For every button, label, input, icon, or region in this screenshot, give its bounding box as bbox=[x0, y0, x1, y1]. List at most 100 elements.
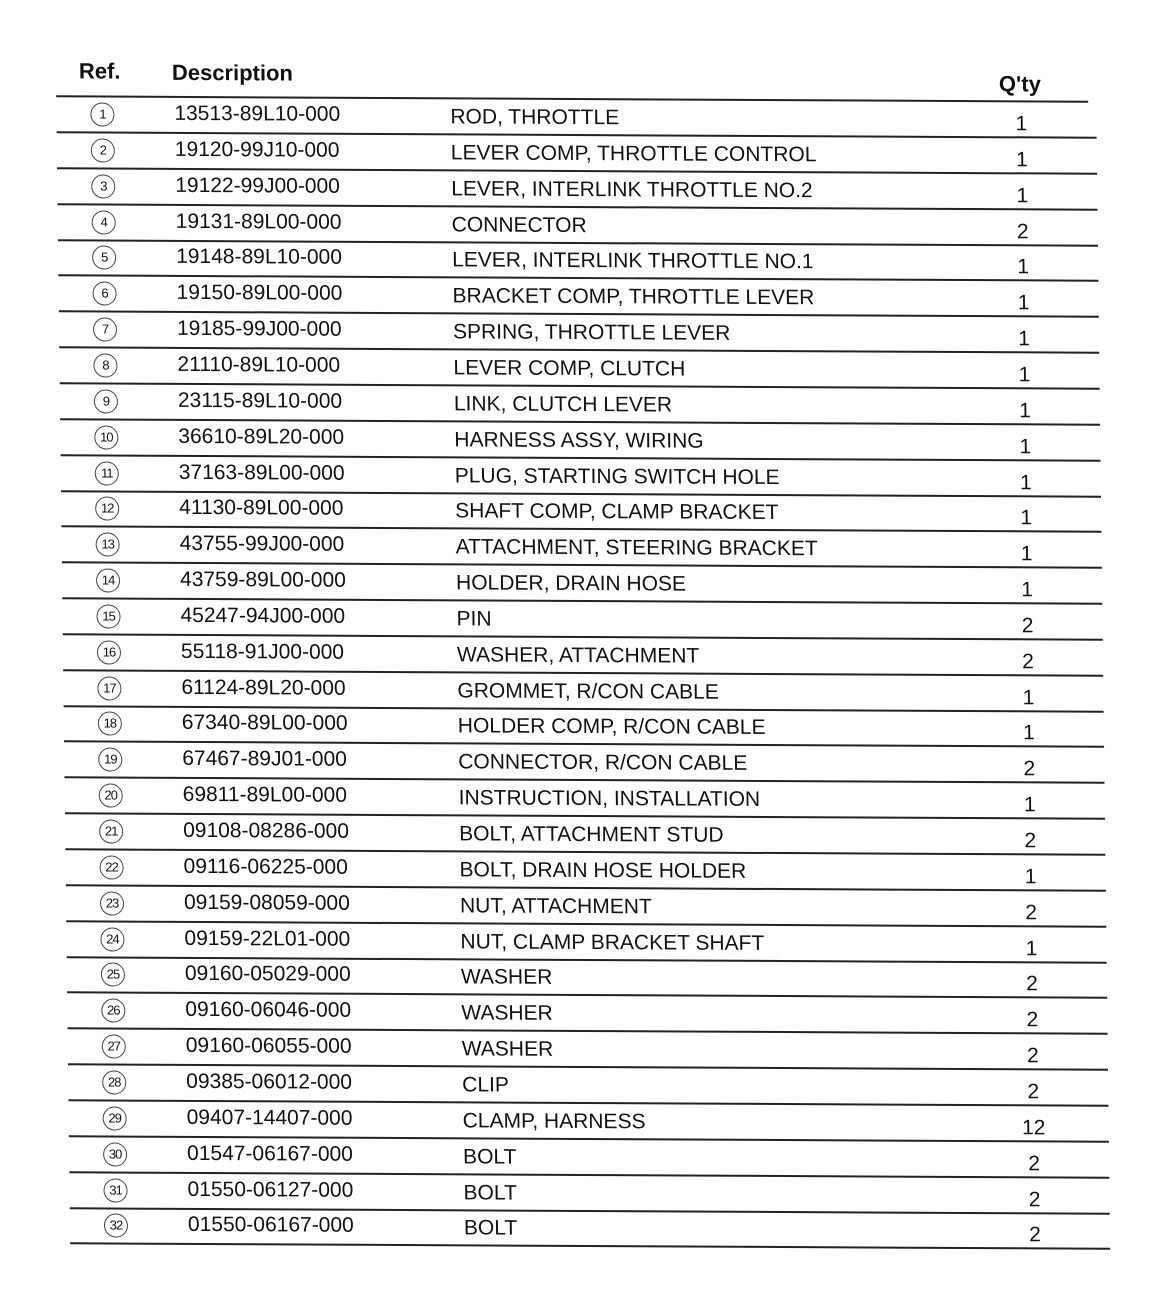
quantity: 1 bbox=[1022, 685, 1035, 709]
ref-number: 18 bbox=[97, 711, 122, 737]
ref-number: 10 bbox=[94, 425, 119, 450]
ref-number: 3 bbox=[91, 174, 116, 199]
table-row: 16 55118-91J00-000 WASHER, ATTACHMENT 2 bbox=[63, 635, 1104, 677]
table-row: 23 09159-08059-000 NUT, ATTACHMENT 2 bbox=[66, 886, 1107, 928]
part-number: 69811-89L00-000 bbox=[182, 783, 348, 807]
part-description: LEVER COMP, CLUTCH bbox=[453, 356, 686, 381]
part-number: 41130-89L00-000 bbox=[179, 496, 344, 521]
quantity: 1 bbox=[1015, 112, 1028, 136]
ref-number: 19 bbox=[98, 747, 123, 772]
part-number: 09108-08286-000 bbox=[182, 818, 350, 843]
ref-number: 32 bbox=[103, 1213, 129, 1238]
quantity: 1 bbox=[1020, 542, 1033, 566]
part-number: 09385-06012-000 bbox=[186, 1069, 353, 1094]
quantity: 2 bbox=[1025, 900, 1038, 925]
part-description: CONNECTOR bbox=[451, 212, 587, 237]
table-row: 27 09160-06055-000 WASHER 2 bbox=[67, 1029, 1109, 1071]
quantity: 2 bbox=[1028, 1187, 1041, 1211]
part-description: HOLDER COMP, R/CON CABLE bbox=[457, 714, 766, 740]
table-row: 7 19185-99J00-000 SPRING, THROTTLE LEVER 1 bbox=[59, 312, 1100, 354]
quantity: 1 bbox=[1018, 363, 1031, 387]
table-row: 1 13513-89L10-000 ROD, THROTTLE 1 bbox=[56, 97, 1097, 139]
part-description: BOLT bbox=[463, 1216, 518, 1240]
quantity: 1 bbox=[1018, 327, 1031, 351]
part-number: 45247-94J00-000 bbox=[180, 603, 346, 628]
part-description: PLUG, STARTING SWITCH HOLE bbox=[454, 463, 780, 489]
table-row: 26 09160-06046-000 WASHER 2 bbox=[67, 994, 1108, 1035]
part-number: 23115-89L10-000 bbox=[177, 388, 343, 413]
part-number: 43755-99J00-000 bbox=[179, 532, 345, 556]
ref-number: 17 bbox=[97, 676, 122, 701]
table-row: 30 01547-06167-000 BOLT 2 bbox=[69, 1137, 1110, 1179]
header-description: Description bbox=[171, 59, 294, 86]
quantity: 1 bbox=[1019, 434, 1032, 459]
part-description: LEVER, INTERLINK THROTTLE NO.2 bbox=[451, 177, 813, 202]
ref-number: 1 bbox=[90, 102, 115, 127]
quantity: 12 bbox=[1021, 1116, 1046, 1140]
ref-number: 8 bbox=[93, 353, 118, 378]
quantity: 1 bbox=[1023, 793, 1036, 817]
part-number: 01550-06127-000 bbox=[187, 1177, 354, 1202]
part-number: 19131-89L00-000 bbox=[175, 209, 342, 234]
part-number: 09160-06055-000 bbox=[185, 1033, 352, 1058]
ref-number: 24 bbox=[100, 927, 125, 952]
quantity: 1 bbox=[1017, 291, 1030, 315]
quantity: 1 bbox=[1016, 183, 1029, 208]
quantity: 1 bbox=[1015, 148, 1028, 172]
part-number: 19150-89L00-000 bbox=[176, 281, 343, 306]
table-row: 3 19122-99J00-000 LEVER, INTERLINK THROTTL… bbox=[57, 169, 1098, 211]
quantity: 1 bbox=[1022, 721, 1035, 745]
part-description: LINK, CLUTCH LEVER bbox=[453, 392, 673, 417]
quantity: 2 bbox=[1029, 1223, 1042, 1247]
part-description: BOLT, DRAIN HOSE HOLDER bbox=[459, 858, 747, 883]
quantity: 2 bbox=[1022, 650, 1035, 674]
ref-number: 27 bbox=[101, 1034, 126, 1059]
table-row: 13 43755-99J00-000 ATTACHMENT, STEERING BR… bbox=[61, 527, 1102, 569]
ref-number: 26 bbox=[101, 998, 126, 1023]
table-row: 5 19148-89L10-000 LEVER, INTERLINK THROTTL… bbox=[58, 241, 1099, 283]
part-number: 19148-89L10-000 bbox=[175, 245, 343, 270]
ref-number: 25 bbox=[100, 962, 126, 987]
table-row: 11 37163-89L00-000 PLUG, STARTING SWITCH H… bbox=[60, 456, 1102, 498]
table-row: 31 01550-06127-000 BOLT 2 bbox=[69, 1173, 1110, 1215]
part-number: 36610-89L20-000 bbox=[178, 424, 345, 449]
table-row: 24 09159-22L01-000 NUT, CLAMP BRACKET SHAF… bbox=[66, 922, 1107, 964]
table-row: 29 09407-14407-000 CLAMP, HARNESS 12 bbox=[68, 1101, 1109, 1143]
table-row: 22 09116-06225-000 BOLT, DRAIN HOSE HOLDER… bbox=[65, 850, 1106, 892]
part-number: 01550-06167-000 bbox=[187, 1213, 354, 1238]
part-number: 21110-89L10-000 bbox=[177, 352, 341, 377]
quantity: 2 bbox=[1023, 757, 1036, 781]
ref-number: 30 bbox=[102, 1142, 128, 1167]
part-description: SHAFT COMP, CLAMP BRACKET bbox=[455, 499, 779, 525]
quantity: 2 bbox=[1025, 972, 1038, 996]
part-number: 09407-14407-000 bbox=[186, 1105, 353, 1130]
table-row: 12 41130-89L00-000 SHAFT COMP, CLAMP BRACK… bbox=[61, 492, 1102, 534]
ref-number: 21 bbox=[99, 819, 124, 844]
ref-number: 15 bbox=[96, 604, 121, 629]
part-number: 37163-89L00-000 bbox=[178, 460, 345, 485]
part-description: SPRING, THROTTLE LEVER bbox=[452, 320, 731, 345]
part-description: ROD, THROTTLE bbox=[450, 105, 620, 130]
part-description: NUT, CLAMP BRACKET SHAFT bbox=[460, 929, 765, 955]
part-description: GROMMET, R/CON CABLE bbox=[457, 678, 719, 704]
part-description: ATTACHMENT, STEERING BRACKET bbox=[455, 535, 818, 561]
ref-number: 16 bbox=[96, 640, 122, 665]
table-row: 6 19150-89L00-000 BRACKET COMP, THROTTLE L… bbox=[58, 277, 1099, 318]
part-description: WASHER bbox=[461, 1001, 553, 1026]
ref-number: 14 bbox=[95, 568, 121, 593]
table-row: 9 23115-89L10-000 LINK, CLUTCH LEVER 1 bbox=[60, 384, 1101, 426]
table-row: 25 09160-05029-000 WASHER 2 bbox=[67, 958, 1108, 1000]
table-row: 4 19131-89L00-000 CONNECTOR 2 bbox=[57, 205, 1098, 247]
quantity: 2 bbox=[1021, 614, 1034, 638]
ref-number: 9 bbox=[93, 389, 119, 414]
ref-number: 31 bbox=[103, 1177, 128, 1203]
part-description: NUT, ATTACHMENT bbox=[459, 894, 652, 919]
part-description: PIN bbox=[456, 607, 492, 631]
header-ref: Ref. bbox=[78, 58, 121, 84]
header-qty: Q'ty bbox=[998, 71, 1042, 97]
quantity: 2 bbox=[1027, 1080, 1040, 1104]
part-description: HOLDER, DRAIN HOSE bbox=[455, 571, 687, 596]
table-row: 14 43759-89L00-000 HOLDER, DRAIN HOSE 1 bbox=[62, 563, 1103, 605]
table-row: 2 19120-99J10-000 LEVER COMP, THROTTLE CON… bbox=[57, 133, 1098, 175]
ref-number: 2 bbox=[90, 138, 115, 163]
